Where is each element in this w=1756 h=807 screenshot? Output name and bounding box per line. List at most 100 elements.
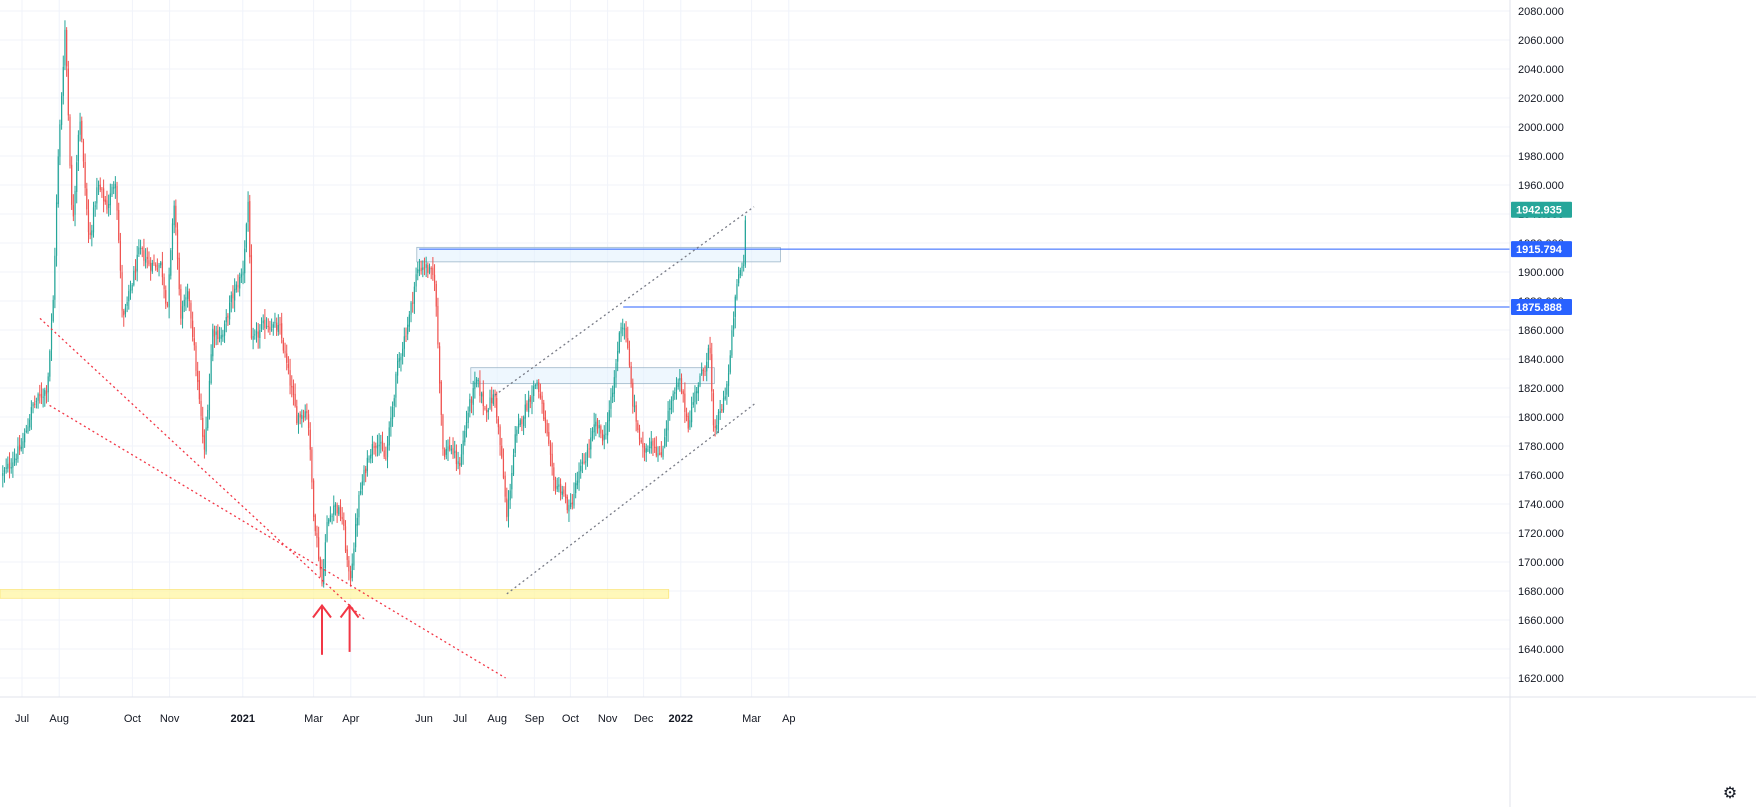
candle-up [694,391,696,403]
candle-up [633,405,636,408]
candle-up [304,411,306,418]
candle-up [605,433,607,435]
candle-up [17,446,19,460]
candle-down [161,261,163,278]
candle-down [502,458,505,478]
candle-up [351,563,353,578]
candle-up [477,380,479,382]
candle-down [659,453,661,455]
candle-up [187,291,189,299]
arrow-head [312,603,332,619]
candle-up [185,297,187,300]
candle-up [475,379,478,384]
candle-up [697,385,699,394]
candle-up [610,396,612,409]
candle-up [417,269,419,274]
candle-up [277,325,279,332]
candle-down [321,568,323,584]
candle-up [79,121,81,135]
candle-down [563,489,565,494]
candle-up [573,493,575,506]
candle-up [390,417,392,428]
candle-down [341,517,343,520]
candle-down [437,305,439,345]
candle-up [422,267,424,270]
candle-up [397,360,399,376]
time-tick-label: Jun [415,713,433,725]
time-tick-label: Nov [598,713,618,725]
candle-down [134,268,137,273]
price-tick-label: 1760.000 [1518,470,1564,482]
candle-down [373,445,375,448]
candle-up [575,483,577,494]
time-axis[interactable]: Jul Aug Oct Nov 2021 Mar Apr Jun Jul Aug Sep Oct Nov… [15,713,796,725]
candle-down [551,453,553,467]
candle-down [175,205,177,228]
candle-up [701,369,703,375]
candle-up [370,454,372,459]
candle-down [432,267,434,275]
candle-up [35,401,37,403]
candle-up [262,320,264,324]
candle-down [8,462,11,469]
candle-down [155,264,157,268]
candle-down [412,302,414,304]
candle-up [12,462,14,468]
candle-up [623,328,625,330]
candle-up [664,437,666,447]
candle-up [3,470,6,473]
price-tick-label: 1980.000 [1518,151,1564,163]
candle-down [704,370,706,372]
candle-up [558,484,560,487]
candle-up [32,403,34,407]
candle-up [210,354,212,384]
candle-up [220,335,222,339]
candle-up [114,183,116,189]
gear-icon[interactable]: ⚙ [1722,785,1738,802]
candle-down [104,199,106,203]
candle-down [40,393,43,398]
candle-up [607,420,609,436]
candle-down [711,354,713,392]
time-tick-label: Aug [487,713,507,725]
candle-down [709,347,711,354]
candle-down [529,396,531,402]
candle-down [86,188,88,210]
price-tick-label: 1720.000 [1518,528,1564,540]
candle-down [349,571,352,579]
candle-up [252,336,254,340]
candles [2,20,746,588]
candle-up [124,307,127,314]
candle-down [296,406,298,424]
candle-up [368,458,370,460]
time-tick-label: Sep [525,713,545,725]
candle-down [281,323,283,339]
candle-up [578,470,580,483]
candle-up [650,441,652,449]
candle-down [496,398,498,418]
candle-up [378,444,380,447]
candle-up [593,424,595,433]
candle-up [22,441,24,449]
candle-up [254,334,256,336]
time-tick-label: Jul [453,713,467,725]
candle-up [489,397,491,409]
candle-down [178,257,180,290]
candle-down [635,405,637,422]
candle-up [61,96,63,125]
candle-up [358,494,360,518]
candle-up [59,124,61,157]
candle-up [168,274,170,308]
candle-down [682,391,684,395]
candle-up [50,322,53,350]
price-tick-label: 2060.000 [1518,35,1564,47]
price-badge-label: 1875.888 [1516,302,1562,314]
candle-up [454,451,456,453]
candle-up [360,490,362,494]
candle-up [679,377,681,381]
price-axis[interactable]: 2080.000 2060.000 2040.000 2020.000 2000.000… [1518,6,1564,685]
candle-up [355,524,357,548]
candle-up [380,442,382,444]
candle-up [398,358,400,362]
